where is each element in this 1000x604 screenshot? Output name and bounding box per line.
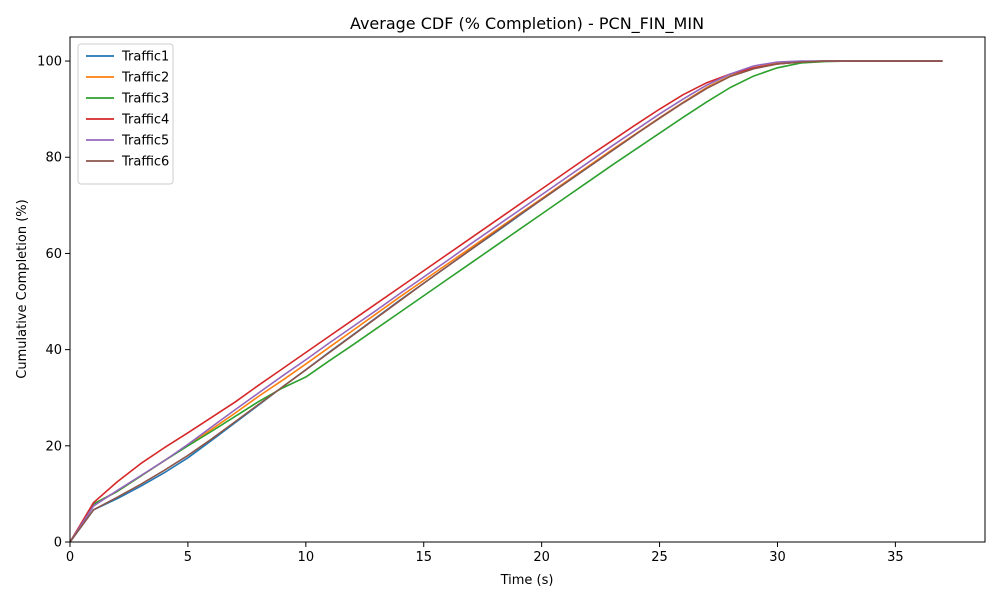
series-line-5	[69, 60, 943, 543]
y-axis-label: Cumulative Completion (%)	[15, 199, 30, 378]
legend-label: Traffic3	[121, 92, 169, 107]
x-axis-label: Time (s)	[500, 573, 554, 588]
legend-box	[77, 43, 174, 185]
x-tick-label: 5	[184, 550, 192, 565]
series-line-2	[69, 60, 943, 543]
legend-label: Traffic4	[121, 113, 169, 128]
x-tick-label: 20	[533, 550, 550, 565]
series-line-4	[69, 60, 943, 543]
series-line-3	[69, 60, 943, 543]
x-tick-label: 25	[651, 550, 668, 565]
x-tick-label: 10	[298, 550, 315, 565]
x-axis: 0 5 10 15 20 25 30 35	[66, 542, 904, 565]
y-tick-label: 80	[45, 151, 62, 166]
chart-title: Average CDF (% Completion) - PCN_FIN_MIN	[350, 14, 704, 34]
legend-label: Traffic5	[121, 134, 169, 149]
y-tick-label: 0	[54, 536, 62, 551]
y-tick-label: 20	[45, 439, 62, 454]
x-tick-label: 30	[769, 550, 786, 565]
y-tick-label: 100	[37, 55, 62, 70]
series-line-1	[69, 60, 943, 543]
plot-area	[69, 60, 943, 543]
legend-label: Traffic6	[121, 155, 169, 170]
legend-label: Traffic1	[121, 50, 169, 65]
legend-label: Traffic2	[121, 71, 169, 86]
plot-frame	[69, 36, 986, 543]
x-tick-label: 15	[415, 550, 432, 565]
x-tick-label: 0	[66, 550, 74, 565]
y-tick-label: 40	[45, 343, 62, 358]
x-tick-label: 35	[887, 550, 904, 565]
legend: Traffic1 Traffic2 Traffic3 Traffic4 Traffic5…	[77, 43, 174, 185]
y-tick-label: 60	[45, 247, 62, 262]
series-line-6	[69, 60, 943, 543]
y-axis: 0 20 40 60 80 100	[37, 55, 70, 551]
